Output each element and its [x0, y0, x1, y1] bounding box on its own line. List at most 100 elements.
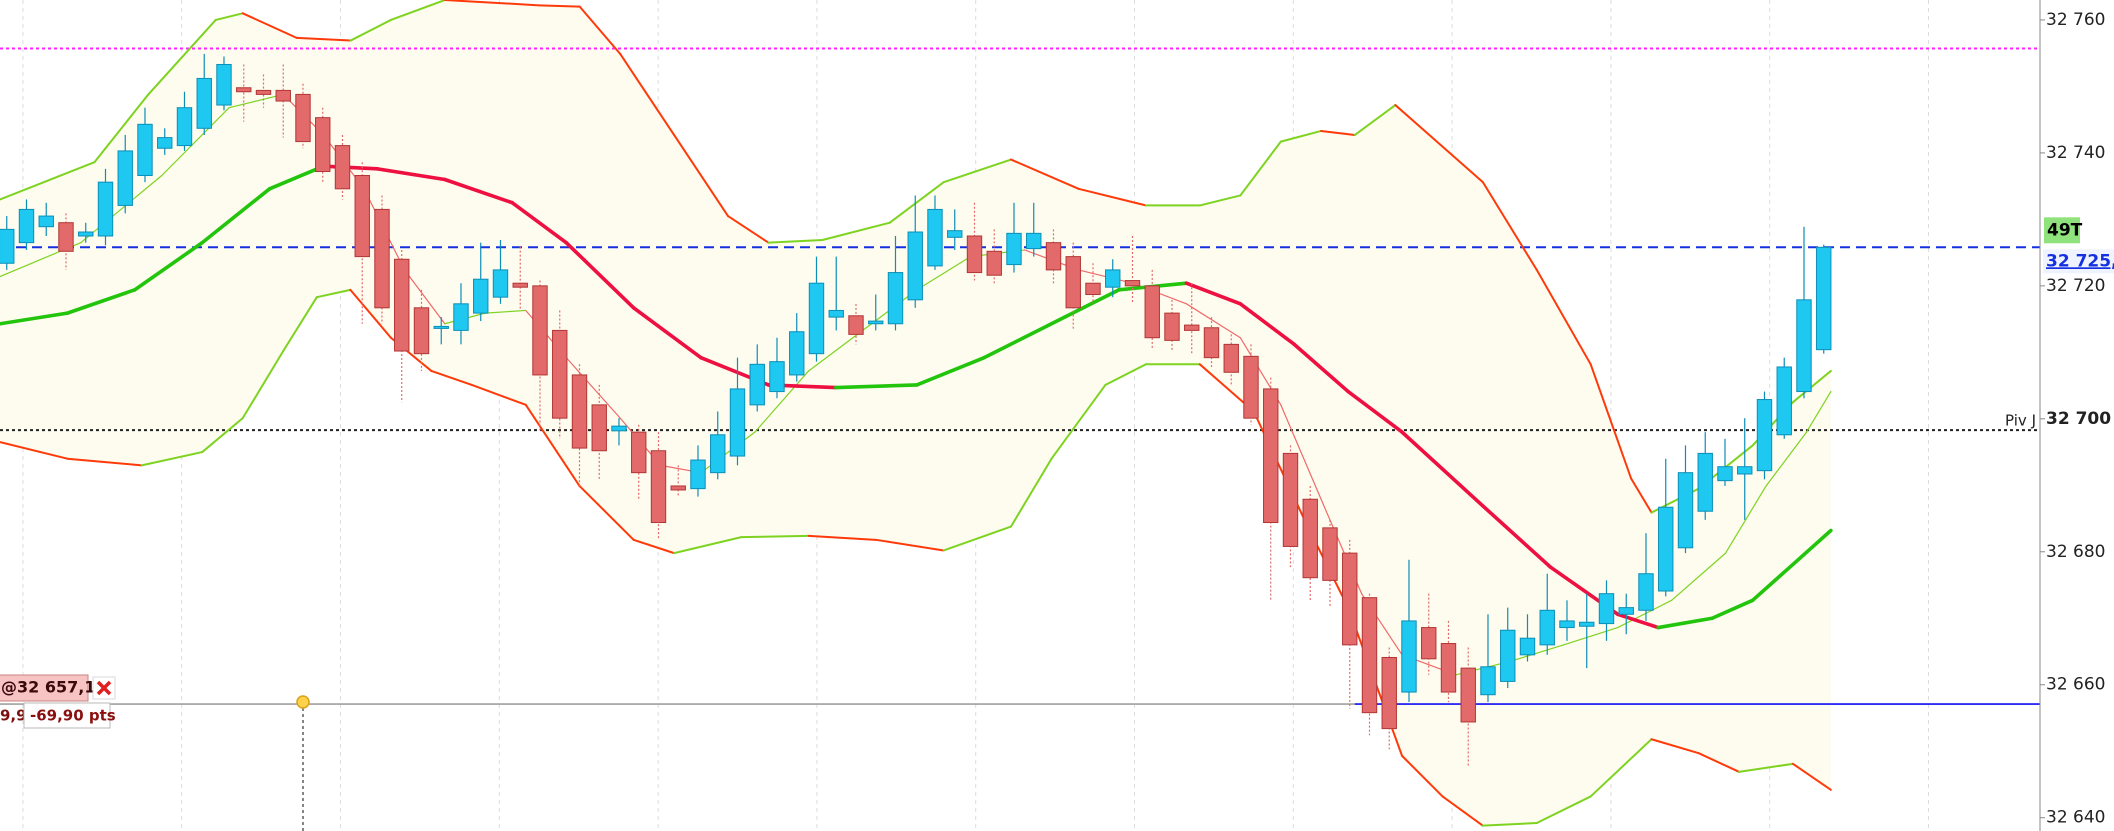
indicator-segment: [93, 93, 150, 164]
indicator-segment: [403, 269, 446, 325]
indicator-segment: [1697, 752, 1741, 773]
indicator-segment: [200, 187, 272, 245]
candle-body: [1816, 246, 1832, 351]
indicator-segment: [1441, 795, 1484, 827]
candle-body: [473, 278, 489, 314]
indicator-segment: [349, 288, 392, 339]
order-pnl-box: [23, 702, 111, 729]
indicator-segment: [1400, 430, 1485, 508]
tick-count-box: [2044, 217, 2080, 244]
indicator-segment: [484, 309, 527, 314]
candle-body: [97, 181, 114, 237]
indicator-segment: [201, 417, 244, 454]
indicator-segment: [1401, 754, 1444, 798]
indicator-segment: [1738, 762, 1794, 773]
indicator-segment: [578, 484, 635, 541]
indicator-segment: [1198, 194, 1242, 207]
indicator-segment: [241, 350, 285, 420]
candle-body: [1045, 242, 1062, 271]
candle-body: [196, 77, 212, 129]
order-handle[interactable]: [296, 695, 310, 709]
candle-body: [1638, 573, 1654, 611]
indicator-segment: [80, 174, 163, 244]
indicator-segment: [1394, 104, 1484, 184]
candle-body: [532, 285, 548, 376]
candle-body: [275, 89, 291, 102]
indicator-segment: [1805, 390, 1832, 433]
order-widget: @32 657,1 9,9 -69,90 pts: [0, 674, 310, 831]
candle-body: [729, 388, 746, 457]
indicator-segment: [1791, 528, 1833, 567]
candle-body: [433, 325, 449, 329]
indicator-segment: [1671, 552, 1727, 601]
indicator-segment: [538, 4, 581, 8]
indicator-segment: [619, 52, 676, 136]
indicator-segment: [1353, 104, 1397, 136]
indicator-segment: [389, 0, 446, 21]
indicator-segment: [673, 536, 743, 555]
indicator-segment: [915, 355, 986, 387]
candle-body: [1717, 466, 1733, 482]
indicator-segment: [295, 36, 352, 42]
candle-body: [58, 222, 74, 252]
price-axis: 32 640 32 660 32 680 32 700 32 720 32 740 32 7…: [2039, 0, 2114, 831]
indicator-segment: [0, 161, 96, 201]
candle-body: [1618, 607, 1634, 615]
candle-body: [137, 123, 153, 177]
candle-body: [1322, 527, 1338, 581]
y-tick-label: 32 640: [2046, 808, 2105, 828]
candle-body: [1203, 327, 1220, 359]
last-price-box: [2043, 249, 2114, 274]
close-icon: [96, 680, 112, 696]
indicator-segment: [147, 18, 217, 96]
indicator-segment: [1656, 616, 1714, 630]
candle-body: [1026, 232, 1042, 250]
candle-body: [986, 250, 1002, 276]
candle-body: [907, 231, 923, 301]
indicator-segment: [1650, 738, 1700, 755]
candle-body: [1085, 282, 1101, 296]
order-pnl-points: -69,90 pts: [30, 707, 116, 725]
indicator-segment: [888, 181, 945, 224]
indicator-segment: [443, 0, 541, 7]
candle-body: [710, 434, 726, 474]
indicator-segment: [1346, 389, 1404, 434]
candle-body: [828, 309, 844, 318]
indicator-segment: [1710, 598, 1755, 621]
indicator-segment: [442, 177, 515, 205]
candle-body: [1776, 366, 1792, 436]
indicator-segment: [282, 296, 318, 353]
candle-body: [611, 425, 627, 432]
indicator-segment: [0, 311, 70, 326]
indicator-segment: [1563, 626, 1619, 646]
candle-body: [236, 87, 252, 93]
indicator-segment: [161, 107, 230, 177]
indicator-segment: [1481, 822, 1538, 827]
indicator-segment: [834, 383, 919, 390]
candle-body: [78, 231, 94, 237]
candle-body: [1381, 656, 1397, 730]
candle-body: [1539, 609, 1555, 646]
indicator-segment: [1509, 644, 1565, 663]
candle-body: [315, 117, 331, 173]
candle-body: [1401, 620, 1417, 693]
candle-body: [1223, 343, 1239, 373]
indicator-segment: [132, 240, 205, 292]
candle-body: [1460, 667, 1476, 723]
candle-body: [255, 89, 272, 95]
level-label: Piv J: [2005, 412, 2036, 430]
indicator-segment: [631, 306, 703, 360]
candle-body: [453, 303, 469, 331]
indicator-segment: [228, 93, 284, 109]
indicator-segment: [1280, 404, 1322, 500]
indicator-segment: [807, 534, 877, 541]
indicator-segment: [942, 158, 1013, 184]
indicator-segment: [1010, 457, 1053, 528]
candle-body: [1065, 256, 1081, 309]
candle-body: [947, 230, 963, 238]
indicator-segment: [982, 321, 1054, 360]
order-label-box: [0, 674, 89, 702]
candle-body: [631, 431, 647, 474]
candle-body: [1697, 452, 1713, 512]
indicator-segment: [1791, 762, 1832, 791]
